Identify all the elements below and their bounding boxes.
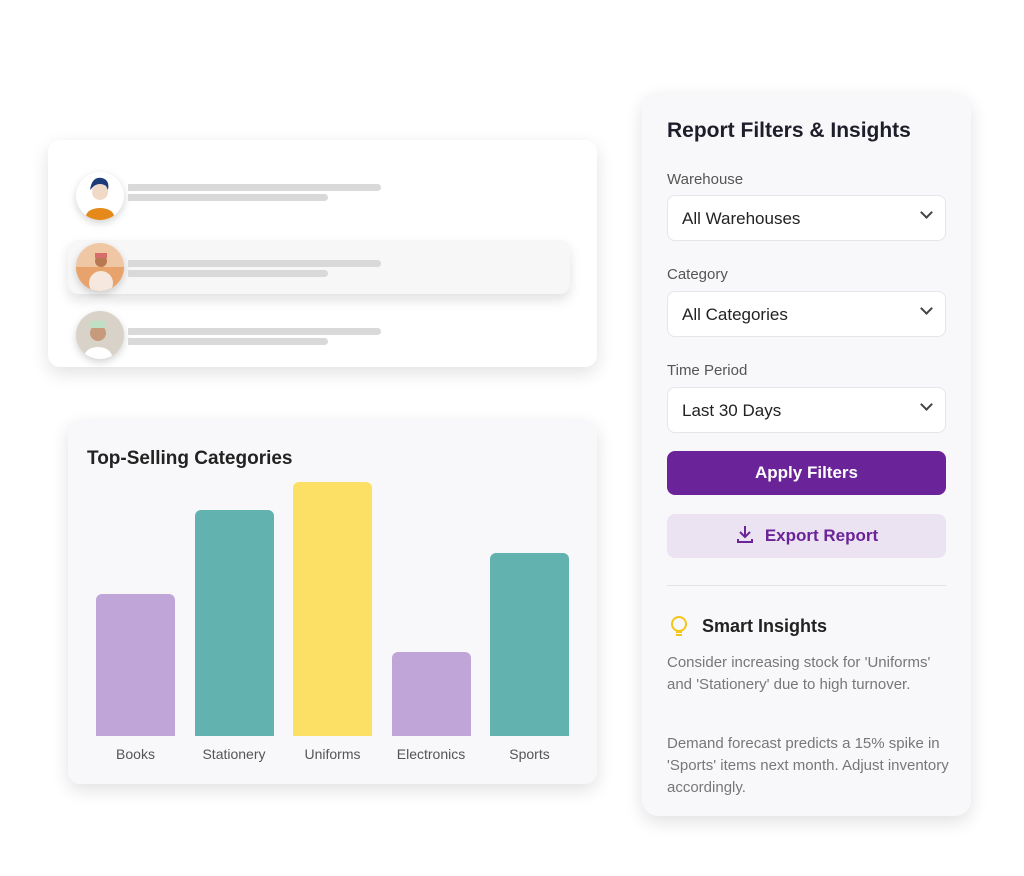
insight-text: Consider increasing stock for 'Uniforms'… bbox=[667, 654, 931, 693]
top-selling-chart-card: Top-Selling Categories Books Stationery Un… bbox=[68, 420, 597, 784]
divider bbox=[667, 585, 946, 586]
placeholder-line bbox=[128, 270, 328, 277]
chevron-down-icon bbox=[920, 206, 933, 219]
smart-insights-title: Smart Insights bbox=[702, 616, 828, 636]
placeholder-line bbox=[128, 328, 381, 335]
bar-uniforms[interactable] bbox=[293, 482, 372, 736]
avatar bbox=[76, 243, 124, 291]
export-report-label: Export Report bbox=[764, 526, 879, 545]
avatar bbox=[76, 172, 124, 220]
list-item[interactable] bbox=[76, 162, 570, 220]
chevron-down-icon bbox=[920, 398, 933, 411]
time-period-select[interactable]: Last 30 Days bbox=[667, 387, 946, 433]
category-label: Category bbox=[667, 266, 728, 283]
insight-text: Demand forecast predicts a 15% spike in … bbox=[667, 735, 949, 796]
lightbulb-icon bbox=[671, 616, 687, 636]
bar-electronics[interactable] bbox=[391, 652, 471, 736]
placeholder-line bbox=[128, 260, 381, 267]
report-filters-panel: Report Filters & Insights Warehouse All … bbox=[642, 93, 971, 816]
panel-title: Report Filters & Insights bbox=[667, 119, 911, 142]
avatar bbox=[76, 311, 124, 359]
category-select[interactable]: All Categories bbox=[667, 291, 946, 337]
chevron-down-icon bbox=[920, 302, 933, 315]
placeholder-line bbox=[128, 194, 328, 201]
list-item[interactable] bbox=[76, 308, 570, 362]
x-tick-label: Stationery bbox=[202, 746, 266, 762]
warehouse-value: All Warehouses bbox=[682, 209, 801, 228]
x-tick-label: Uniforms bbox=[304, 746, 361, 762]
category-value: All Categories bbox=[682, 305, 788, 324]
bar-sports[interactable] bbox=[490, 553, 569, 736]
x-tick-label: Sports bbox=[509, 746, 550, 762]
warehouse-select[interactable]: All Warehouses bbox=[667, 195, 946, 241]
chart-title: Top-Selling Categories bbox=[87, 448, 293, 469]
export-report-button[interactable]: Export Report bbox=[667, 514, 946, 558]
list-item[interactable] bbox=[68, 240, 570, 294]
user-list-card bbox=[48, 140, 597, 367]
time-period-value: Last 30 Days bbox=[682, 401, 782, 420]
x-tick-label: Books bbox=[116, 746, 155, 762]
x-tick-label: Electronics bbox=[396, 746, 466, 762]
apply-filters-button[interactable]: Apply Filters bbox=[667, 451, 946, 495]
download-icon bbox=[736, 526, 753, 543]
warehouse-label: Warehouse bbox=[667, 171, 744, 188]
placeholder-line bbox=[128, 338, 328, 345]
placeholder-line bbox=[128, 184, 381, 191]
bar-books[interactable] bbox=[96, 593, 175, 736]
bar-stationery[interactable] bbox=[194, 509, 274, 736]
time-period-label: Time Period bbox=[667, 362, 748, 379]
